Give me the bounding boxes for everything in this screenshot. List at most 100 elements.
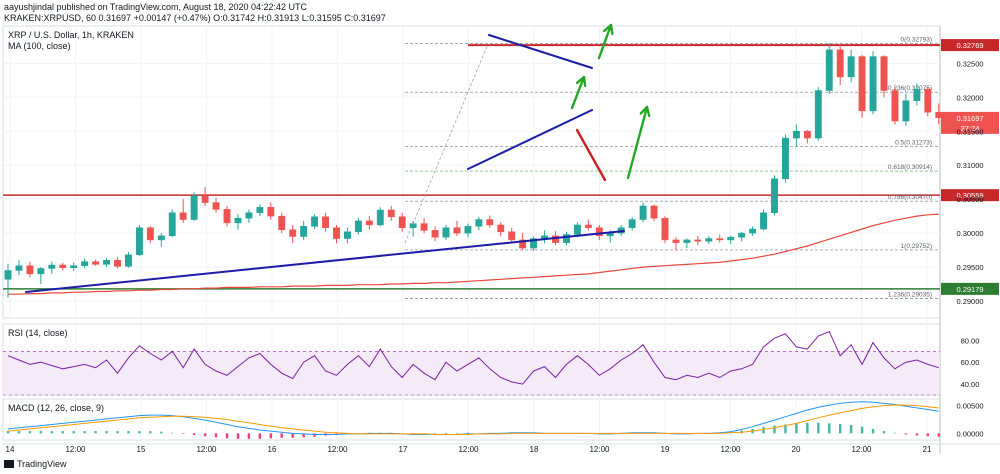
candle-down (59, 264, 67, 268)
candle-down (289, 229, 297, 237)
macd-histogram-bar (433, 433, 437, 434)
green-arrow-2-head (603, 23, 614, 36)
candle-down (595, 227, 603, 237)
x-tick-label: 12:00 (589, 445, 610, 454)
macd-histogram-bar (849, 425, 853, 434)
candle-down (891, 90, 899, 122)
candle-down (223, 209, 231, 224)
macd-histogram-bar (893, 432, 897, 434)
price-tick-label: 0.30000 (956, 229, 983, 238)
macd-histogram-bar (773, 425, 776, 434)
macd-histogram-bar (236, 433, 240, 439)
rsi-tick-label: 60.00 (961, 358, 980, 367)
candle-up (814, 90, 822, 139)
candle-up (530, 238, 538, 249)
candle-down (880, 56, 888, 91)
candle-down (398, 216, 406, 228)
x-tick-label: 12:00 (327, 445, 348, 454)
macd-histogram-bar (302, 433, 305, 438)
price-tick-label: 0.30500 (956, 195, 983, 204)
candle-up (464, 226, 472, 234)
candle-up (168, 212, 176, 237)
tradingview-brand: TradingView (17, 459, 67, 469)
macd-histogram-bar (455, 433, 459, 434)
green-arrow-1-head (575, 75, 587, 88)
fib-level-label: 0.618(0.30914) (888, 164, 932, 171)
macd-histogram-bar (28, 431, 32, 434)
candle-down (661, 217, 669, 241)
x-tick-label: 18 (530, 445, 539, 454)
macd-histogram-bar (182, 433, 185, 434)
macd-histogram-bar (313, 433, 316, 437)
candle-down (431, 230, 439, 238)
macd-histogram-bar (247, 433, 251, 439)
candle-down (836, 49, 844, 78)
macd-histogram-bar (258, 433, 262, 439)
macd-histogram-bar (269, 433, 272, 439)
candle-down (694, 239, 702, 242)
tradingview-logo: TradingView (4, 459, 67, 469)
macd-histogram-bar (882, 431, 886, 434)
candle-up (705, 238, 713, 242)
macd-histogram-bar (72, 431, 75, 434)
fib-level-label: 0.786(0.30470) (888, 194, 932, 201)
candle-up (825, 49, 833, 91)
green-arrow-3 (626, 105, 649, 180)
breakout-label: 0.30559 (956, 191, 983, 200)
macd-histogram-bar (50, 431, 53, 434)
candle-up (344, 231, 351, 239)
resistance-label: 0.32769 (956, 41, 983, 50)
price-tick-label: 0.31000 (956, 161, 983, 170)
candle-up (760, 212, 767, 230)
candle-up (782, 137, 789, 180)
fib-level-label: 0(0.32793) (901, 36, 932, 43)
candle-down (650, 205, 658, 219)
red-down-stroke (575, 128, 607, 182)
price-tick-label: 0.32000 (956, 93, 983, 102)
candle-up (48, 264, 56, 269)
candle-up (573, 224, 581, 235)
rsi-label: RSI (14, close) (8, 328, 68, 338)
candle-down (519, 239, 527, 249)
macd-histogram-bar (17, 431, 21, 434)
resistance-badge (941, 39, 999, 52)
rsi-line (7, 330, 939, 385)
candle-down (935, 111, 943, 118)
candle-down (387, 209, 395, 218)
macd-histogram-bar (171, 432, 174, 434)
x-tick-label: 15 (137, 445, 146, 454)
macd-histogram-bar (937, 433, 940, 437)
publish-line: aayushjindal published on TradingView.co… (4, 2, 308, 12)
macd-histogram-bar (806, 422, 809, 434)
candle-down (420, 223, 428, 231)
macd-histogram-bar (116, 431, 119, 434)
rsi-band (3, 351, 940, 395)
candle-up (125, 254, 132, 267)
candle-up (869, 56, 877, 112)
macd-histogram-bar (839, 423, 842, 434)
candle-down (858, 56, 866, 112)
macd-histogram-bar (444, 433, 448, 434)
candle-up (70, 265, 78, 268)
candle-down (322, 216, 330, 228)
candle-down (508, 231, 516, 241)
candle-down (212, 202, 220, 210)
macd-histogram-bar (6, 431, 10, 434)
x-tick-label: 17 (399, 445, 408, 454)
candle-up (15, 265, 23, 271)
macd-histogram-bar (280, 433, 283, 438)
candle-down (453, 227, 461, 234)
macd-histogram-bar (149, 431, 152, 434)
candle-up (902, 100, 910, 122)
x-tick-label: 12:00 (851, 445, 872, 454)
x-tick-label: 12:00 (720, 445, 741, 454)
candle-down (924, 88, 932, 113)
macd-histogram-bar (192, 433, 196, 436)
candle-down (365, 220, 373, 226)
candle-up (4, 270, 12, 280)
candle-down (803, 131, 811, 139)
macd-tick-label: 0.00500 (956, 402, 983, 411)
x-tick-label: 12:00 (458, 445, 479, 454)
fib-level-label: 1.236(0.29035) (888, 292, 932, 299)
